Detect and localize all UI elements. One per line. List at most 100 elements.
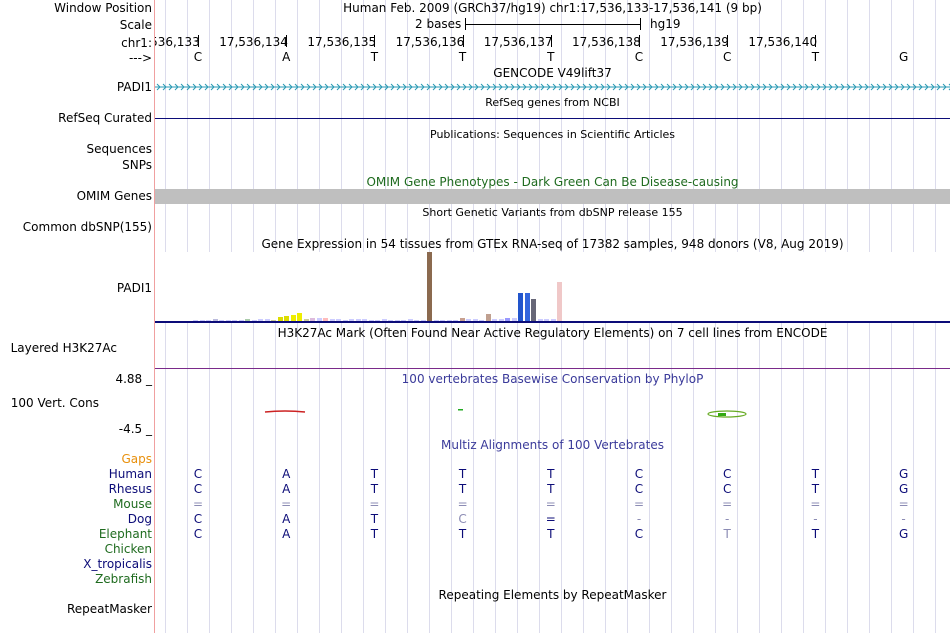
gtex-tissue-bar[interactable]	[388, 319, 393, 321]
strand-chevron	[456, 83, 461, 91]
gtex-tissue-bar[interactable]	[297, 313, 302, 321]
gtex-tissue-bar[interactable]	[238, 320, 244, 321]
species-label-dog[interactable]: Dog	[127, 512, 152, 526]
strand-chevron	[510, 83, 515, 91]
strand-chevron	[198, 83, 203, 91]
gtex-tissue-bar[interactable]	[505, 317, 510, 321]
gtex-tissue-bar[interactable]	[440, 319, 445, 321]
species-label-human[interactable]: Human	[108, 467, 152, 481]
gtex-tissue-bar[interactable]	[472, 319, 478, 321]
gtex-tissue-bar[interactable]	[219, 319, 224, 321]
species-label-x_tropicalis[interactable]: X_tropicalis	[83, 557, 152, 571]
phylop-track-label[interactable]: 100 Vert. Cons	[10, 396, 99, 410]
refseq-gene-line[interactable]	[155, 118, 950, 119]
gtex-tissue-bar[interactable]	[355, 319, 361, 321]
species-label-chicken[interactable]: Chicken	[104, 542, 152, 556]
gencode-gene-feature[interactable]	[155, 81, 950, 93]
gtex-tissue-bar[interactable]	[446, 319, 452, 321]
strand-chevron	[768, 83, 773, 91]
gtex-tissue-bar[interactable]	[342, 319, 348, 321]
gtex-tissue-bar[interactable]	[310, 317, 315, 321]
gtex-tissue-bar[interactable]	[531, 298, 536, 321]
alignment-base: =	[281, 497, 292, 511]
strand-chevron	[216, 83, 221, 91]
gtex-tissue-bar[interactable]	[466, 319, 471, 321]
strand-chevron	[780, 83, 785, 91]
gtex-tissue-bar[interactable]	[492, 319, 497, 321]
gtex-tissue-bar[interactable]	[212, 319, 218, 321]
gtex-tissue-bar[interactable]	[316, 318, 322, 321]
species-label-elephant[interactable]: Elephant	[98, 527, 152, 541]
gtex-tissue-bar[interactable]	[453, 319, 458, 321]
gtex-tissue-bar[interactable]	[206, 320, 211, 321]
gtex-tissue-bar[interactable]	[284, 316, 289, 321]
gtex-tissue-bar[interactable]	[420, 319, 426, 321]
coordinate-label: 17,536,135	[307, 35, 377, 49]
gtex-tissue-bar[interactable]	[336, 319, 341, 321]
gtex-tissue-bar[interactable]	[381, 319, 387, 321]
h3k27ac-signal-line[interactable]	[155, 368, 950, 369]
strand-chevron	[438, 83, 443, 91]
gtex-tissue-bar[interactable]	[414, 319, 419, 321]
gtex-tissue-bar[interactable]	[193, 320, 198, 321]
publications-sequences-label[interactable]: Sequences	[86, 142, 152, 156]
gtex-tissue-bar[interactable]	[251, 319, 257, 321]
gtex-track-label[interactable]: PADI1	[116, 281, 152, 295]
gtex-tissue-bar[interactable]	[550, 319, 556, 321]
reference-base: A	[282, 50, 291, 64]
dbsnp-track-label[interactable]: Common dbSNP(155)	[22, 220, 152, 234]
publications-snps-label[interactable]: SNPs	[122, 158, 152, 172]
gtex-tissue-bar[interactable]	[557, 281, 562, 321]
gtex-tissue-bar[interactable]	[368, 319, 374, 321]
refseq-track-title: RefSeq genes from NCBI	[485, 96, 620, 109]
gtex-tissue-bar[interactable]	[362, 319, 367, 321]
gtex-tissue-bar[interactable]	[544, 319, 549, 321]
multiz-gaps-label[interactable]: Gaps	[121, 452, 152, 466]
gtex-tissue-bar[interactable]	[459, 317, 465, 321]
gtex-tissue-bar[interactable]	[394, 320, 400, 321]
gtex-tissue-bar[interactable]	[329, 319, 335, 321]
strand-chevron	[696, 83, 701, 91]
gtex-tissue-bar[interactable]	[245, 318, 250, 321]
gtex-gene-line[interactable]	[155, 321, 950, 323]
gtex-tissue-bar[interactable]	[258, 319, 263, 321]
gtex-tissue-bar[interactable]	[349, 318, 354, 321]
gencode-track-label[interactable]: PADI1	[116, 80, 152, 94]
gtex-tissue-bar[interactable]	[290, 314, 296, 321]
gtex-tissue-bar[interactable]	[518, 293, 523, 321]
gtex-tissue-bar[interactable]	[537, 319, 543, 321]
gtex-tissue-bar[interactable]	[407, 319, 413, 321]
gtex-tissue-bar[interactable]	[485, 314, 491, 321]
reference-base: T	[370, 50, 379, 64]
gtex-tissue-bar[interactable]	[271, 319, 276, 321]
strand-chevron	[570, 83, 575, 91]
omim-track-label[interactable]: OMIM Genes	[76, 189, 152, 203]
gtex-tissue-bar[interactable]	[524, 292, 530, 321]
gtex-tissue-bar[interactable]	[511, 318, 517, 321]
gtex-tissue-bar[interactable]	[375, 319, 380, 321]
gtex-expression-chart[interactable]	[155, 252, 950, 321]
phylop-signal[interactable]	[155, 400, 950, 430]
gtex-tissue-bar[interactable]	[323, 317, 328, 321]
gtex-tissue-bar[interactable]	[479, 319, 484, 321]
gtex-tissue-bar[interactable]	[427, 252, 432, 321]
alignment-base: C	[193, 482, 203, 496]
gtex-tissue-bar[interactable]	[199, 319, 205, 321]
gtex-tissue-bar[interactable]	[232, 319, 237, 321]
species-label-mouse[interactable]: Mouse	[113, 497, 152, 511]
gtex-tissue-bar[interactable]	[433, 319, 439, 321]
gtex-tissue-bar[interactable]	[277, 317, 283, 321]
refseq-track-label[interactable]: RefSeq Curated	[58, 111, 152, 125]
gtex-tissue-bar[interactable]	[225, 320, 231, 321]
omim-gene-feature[interactable]	[155, 189, 950, 204]
species-label-rhesus[interactable]: Rhesus	[108, 482, 152, 496]
gtex-tissue-bar[interactable]	[303, 319, 309, 321]
gtex-tissue-bar[interactable]	[264, 319, 270, 321]
species-label-zebrafish[interactable]: Zebrafish	[95, 572, 152, 586]
gtex-tissue-bar[interactable]	[401, 319, 406, 321]
coordinate-tick	[727, 35, 729, 47]
track-display-panel[interactable]: Human Feb. 2009 (GRCh37/hg19) chr1:17,53…	[155, 0, 950, 633]
h3k27ac-track-label[interactable]: Layered H3K27Ac	[10, 341, 117, 355]
gtex-tissue-bar[interactable]	[498, 319, 504, 321]
repeatmasker-track-label[interactable]: RepeatMasker	[66, 602, 152, 616]
